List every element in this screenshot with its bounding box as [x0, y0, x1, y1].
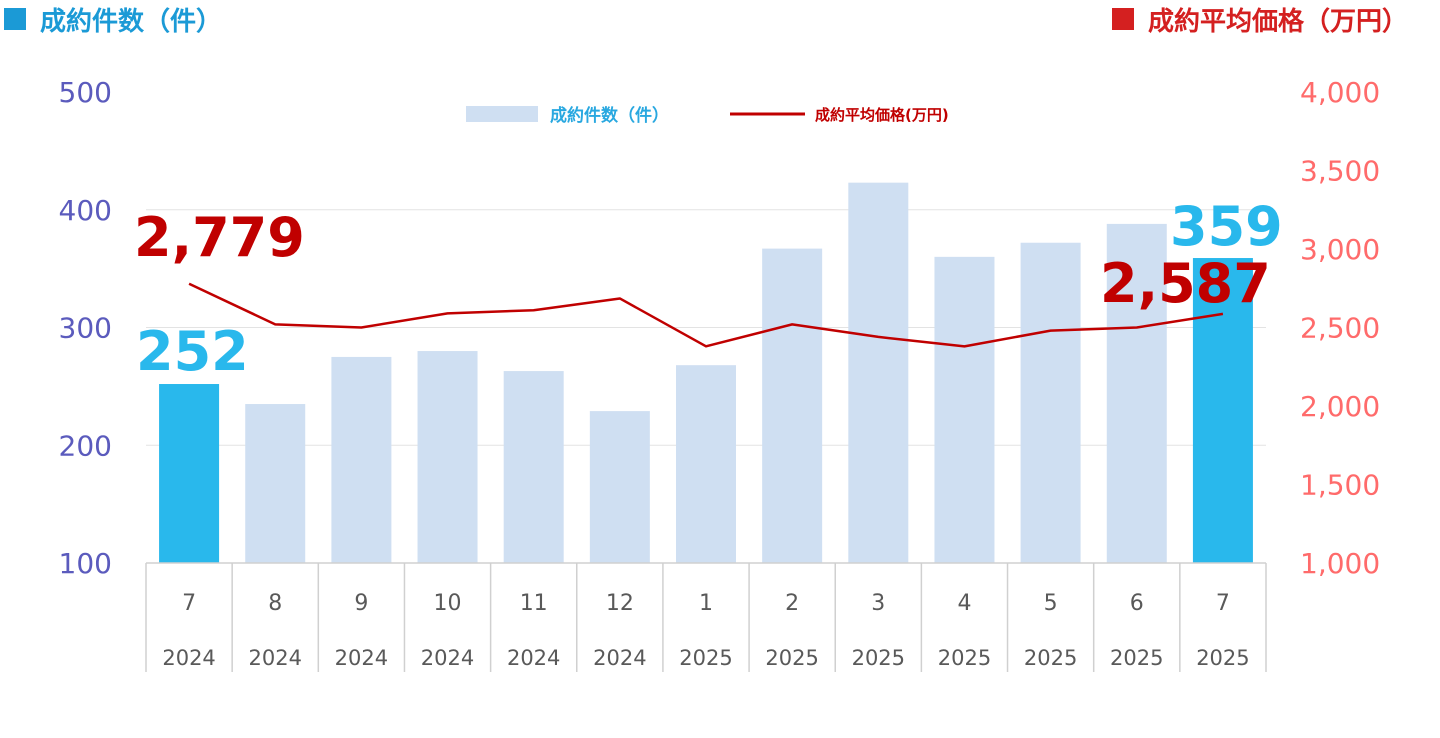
left-tick-label: 500	[59, 76, 112, 109]
left-header-title: 成約件数（件）	[40, 6, 222, 37]
left-axis: 100 200 300 400 500	[59, 76, 112, 580]
bar	[1192, 258, 1253, 563]
right-header-square-icon	[1112, 8, 1134, 30]
bar	[417, 351, 478, 563]
year-label: 2025	[679, 646, 732, 670]
right-header-title: 成約平均価格（万円）	[1148, 6, 1408, 37]
right-tick-label: 1,000	[1300, 547, 1380, 580]
category-label: 2	[785, 591, 799, 616]
category-label: 6	[1130, 591, 1144, 616]
year-label: 2025	[1024, 646, 1077, 670]
left-tick-label: 200	[59, 429, 112, 462]
year-label: 2024	[249, 646, 302, 670]
category-label: 8	[268, 591, 282, 616]
right-tick-label: 4,000	[1300, 76, 1380, 109]
callout-last-price: 2,587	[1100, 252, 1271, 315]
category-label: 7	[1216, 591, 1230, 616]
bar	[245, 404, 306, 563]
year-label: 2024	[162, 646, 215, 670]
bar	[159, 384, 220, 563]
right-tick-label: 2,500	[1300, 312, 1380, 345]
bar	[331, 356, 392, 563]
callout-last-count: 359	[1170, 195, 1283, 258]
year-label: 2024	[421, 646, 474, 670]
right-tick-label: 2,000	[1300, 390, 1380, 423]
left-header: 成約件数（件）	[4, 6, 222, 37]
category-label: 4	[957, 591, 971, 616]
right-tick-label: 1,500	[1300, 469, 1380, 502]
right-tick-label: 3,500	[1300, 155, 1380, 188]
left-tick-label: 100	[59, 547, 112, 580]
category-label: 9	[354, 591, 368, 616]
category-label: 12	[606, 591, 634, 616]
bar-series	[159, 182, 1253, 564]
left-tick-label: 300	[59, 312, 112, 345]
line-series	[188, 282, 1224, 348]
year-label: 2025	[1196, 646, 1249, 670]
category-axis: 7 2024 8 2024 9 2024 10 2024 11 2024 12 2024 1 2025 2 2…	[145, 562, 1267, 672]
category-label: 11	[520, 591, 548, 616]
legend-line-label: 成約平均価格(万円)	[815, 106, 949, 124]
callout-first-count: 252	[136, 320, 249, 383]
year-label: 2025	[1110, 646, 1163, 670]
year-label: 2024	[335, 646, 388, 670]
category-label: 5	[1044, 591, 1058, 616]
bar	[589, 411, 650, 563]
bar	[1106, 223, 1167, 563]
bar	[1020, 242, 1081, 563]
year-label: 2025	[852, 646, 905, 670]
year-label: 2024	[593, 646, 646, 670]
right-axis: 1,000 1,500 2,000 2,500 3,000 3,500 4,000	[1300, 76, 1380, 580]
year-label: 2025	[938, 646, 991, 670]
bar	[676, 365, 736, 563]
category-label: 3	[871, 591, 885, 616]
bar	[762, 248, 823, 564]
year-label: 2024	[507, 646, 560, 670]
legend-bar-label: 成約件数（件）	[550, 105, 669, 126]
right-tick-label: 3,000	[1300, 233, 1380, 266]
callout-first-price: 2,779	[134, 206, 305, 269]
legend-bar-swatch	[466, 106, 538, 122]
category-label: 10	[434, 591, 462, 616]
left-tick-label: 400	[59, 194, 112, 227]
category-label: 1	[699, 591, 713, 616]
left-header-square-icon	[4, 8, 26, 30]
bar	[934, 256, 995, 563]
right-header: 成約平均価格（万円）	[1112, 6, 1408, 37]
category-label: 7	[182, 591, 196, 616]
year-label: 2025	[765, 646, 818, 670]
legend: 成約件数（件） 成約平均価格(万円)	[466, 105, 949, 126]
bar	[848, 182, 909, 564]
bar	[503, 371, 564, 563]
